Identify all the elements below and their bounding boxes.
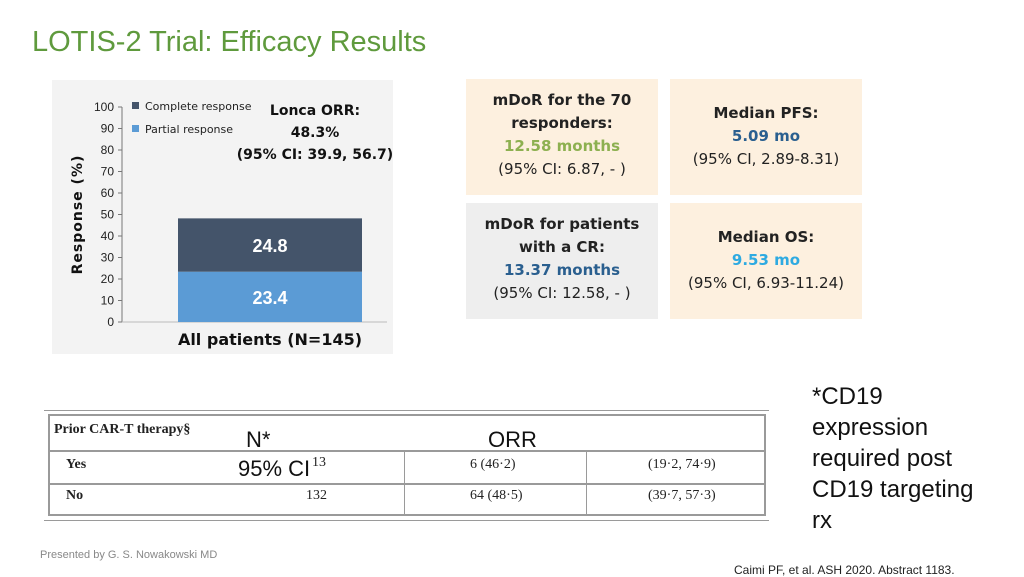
median-pfs-ci: (95% CI, 2.89-8.31): [692, 150, 840, 168]
table-base-rule: [44, 520, 769, 521]
table-row-rule: [48, 483, 766, 485]
row-no-ci: (39·7, 57·3): [648, 488, 716, 503]
row-no-n: 132: [306, 488, 327, 503]
response-chart: 0 10 20 30 40 50 60 70 80 90 100 Response (%) 23.4 24…: [52, 80, 393, 354]
orr-annotation: (95% CI: 39.9, 56.7): [237, 147, 393, 163]
row-no-label: No: [66, 488, 84, 503]
y-tick-label: 20: [101, 272, 115, 286]
note-line: expression: [812, 414, 929, 441]
legend-entry: Complete response: [145, 100, 252, 113]
bar-data-label: 23.4: [252, 288, 287, 308]
note-line: required post: [812, 445, 953, 472]
row-yes-orr: 6 (46·2): [470, 457, 516, 472]
mdor-cr-ci: (95% CI: 12.58, - ): [493, 284, 631, 302]
overlay-orr-label: ORR: [488, 427, 537, 452]
cd19-note: *CD19 expression required post CD19 targ…: [812, 381, 1012, 536]
presenter-credit: Presented by G. S. Nowakowski MD: [40, 549, 218, 561]
y-tick-label: 60: [101, 186, 115, 200]
note-line: rx: [812, 507, 832, 534]
y-tick-label: 40: [101, 229, 115, 243]
slide-title: LOTIS-2 Trial: Efficacy Results: [32, 26, 427, 58]
mdor-70-value: 12.58 months: [503, 137, 621, 155]
legend-entry: Partial response: [145, 123, 233, 136]
table-col-rule-2: [586, 452, 587, 516]
orr-annotation: Lonca ORR:: [270, 103, 360, 119]
mdor-cr-label-1: mDoR for patients: [484, 215, 640, 233]
table-header-rule-top: [48, 414, 766, 416]
note-line: *CD19: [812, 383, 883, 410]
citation: Caimi PF, et al. ASH 2020. Abstract 1183…: [734, 563, 955, 577]
table-top-rule: [44, 410, 769, 411]
y-tick-label: 90: [101, 122, 115, 136]
y-tick-label: 10: [101, 294, 115, 308]
row-yes-n: 13: [312, 455, 326, 470]
bar-complete-response: [178, 218, 362, 272]
mdor-70-ci: (95% CI: 6.87, - ): [498, 160, 626, 178]
row-yes-ci: (19·2, 74·9): [648, 457, 716, 472]
median-pfs-value: 5.09 mo: [731, 127, 801, 145]
y-tick-label: 30: [101, 251, 115, 265]
legend-swatch: [132, 125, 139, 132]
overlay-n-label: N*: [246, 427, 271, 452]
table-left-rule: [48, 414, 50, 516]
x-category-label: All patients (N=145): [178, 330, 362, 349]
table-bottom-rule: [48, 514, 766, 516]
median-os-ci: (95% CI, 6.93-11.24): [688, 274, 844, 292]
overlay-ci-label: 95% CI: [238, 456, 311, 481]
orr-annotation: 48.3%: [291, 125, 340, 141]
bar-data-label: 24.8: [252, 236, 287, 256]
median-os-value: 9.53 mo: [731, 251, 801, 269]
y-tick-label: 70: [101, 165, 115, 179]
row-yes-label: Yes: [66, 457, 87, 472]
mdor-70-label-2: responders:: [511, 114, 613, 132]
prior-car-t-table: Prior CAR-T therapy§ Yes 13 6 (46·2) (19…: [44, 410, 769, 522]
y-tick-label: 50: [101, 208, 115, 222]
table-header-rule-bottom: [48, 450, 766, 452]
bar-partial-response: [178, 271, 362, 322]
table-right-rule: [764, 414, 766, 516]
median-os-box: Median OS: 9.53 mo (95% CI, 6.93-11.24): [670, 203, 862, 319]
table-col-rule-1: [404, 452, 405, 516]
mdor-cr-value: 13.37 months: [503, 261, 621, 279]
y-axis-label: Response (%): [70, 155, 86, 275]
y-tick-label: 0: [107, 315, 114, 329]
note-line: CD19 targeting: [812, 476, 974, 503]
row-no-orr: 64 (48·5): [470, 488, 523, 503]
mdor-cr-box: mDoR for patients with a CR: 13.37 month…: [466, 203, 658, 319]
legend-swatch: [132, 102, 139, 109]
mdor-cr-label-2: with a CR:: [519, 238, 605, 256]
y-tick-label: 100: [94, 100, 114, 114]
response-chart-svg: 0 10 20 30 40 50 60 70 80 90 100 Response (%) 23.4 24…: [70, 100, 393, 349]
mdor-70-label-1: mDoR for the 70: [492, 91, 632, 109]
median-pfs-box: Median PFS: 5.09 mo (95% CI, 2.89-8.31): [670, 79, 862, 195]
mdor-70-responders-box: mDoR for the 70 responders: 12.58 months…: [466, 79, 658, 195]
median-pfs-label: Median PFS:: [713, 104, 819, 122]
table-header-label: Prior CAR-T therapy§: [54, 422, 191, 437]
y-tick-label: 80: [101, 143, 115, 157]
median-os-label: Median OS:: [717, 228, 815, 246]
